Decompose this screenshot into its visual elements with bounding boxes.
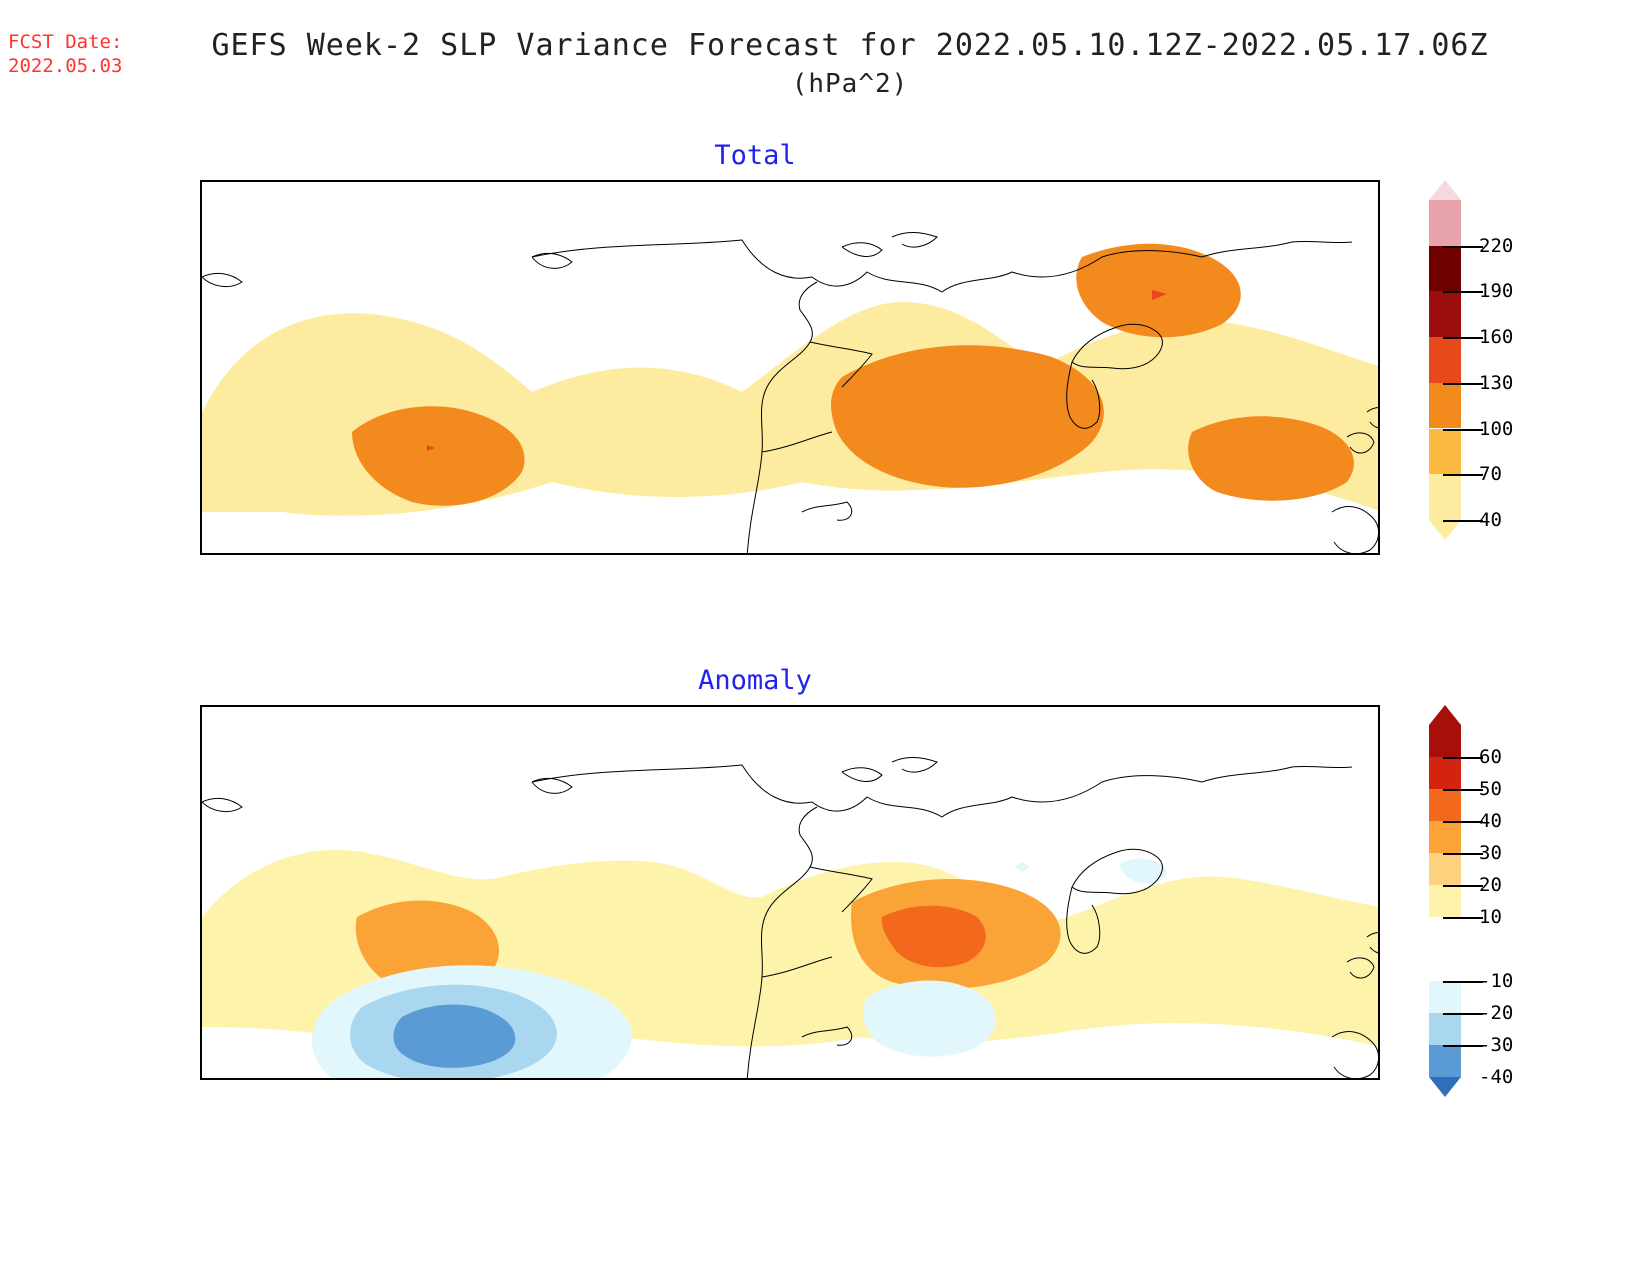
map-panel-anomaly: 80N 70N 60N 50N 40N 30N 140E 160E 180 16… — [200, 705, 1380, 1080]
coastlines-total — [202, 182, 1380, 555]
coastlines-anomaly — [202, 707, 1380, 1080]
main-title: GEFS Week-2 SLP Variance Forecast for 20… — [175, 28, 1525, 63]
panel-title-total: Total — [0, 140, 1510, 171]
fcst-date-block: FCST Date: 2022.05.03 — [8, 30, 122, 78]
panel-title-anomaly: Anomaly — [0, 665, 1510, 696]
fcst-date-label: FCST Date: — [8, 30, 122, 54]
subtitle-unit: (hPa^2) — [175, 69, 1525, 99]
colorbar-total[interactable]: 220 190 160 130 100 70 40 — [1415, 180, 1555, 555]
map-panel-total: 80N 70N 60N 50N 40N 30N 140E 160E 180 16… — [200, 180, 1380, 555]
fcst-date-value: 2022.05.03 — [8, 54, 122, 78]
main-title-block: GEFS Week-2 SLP Variance Forecast for 20… — [175, 28, 1525, 99]
colorbar-anomaly[interactable]: 60 50 40 30 20 10 -10 -20 -30 -40 — [1415, 705, 1555, 1080]
